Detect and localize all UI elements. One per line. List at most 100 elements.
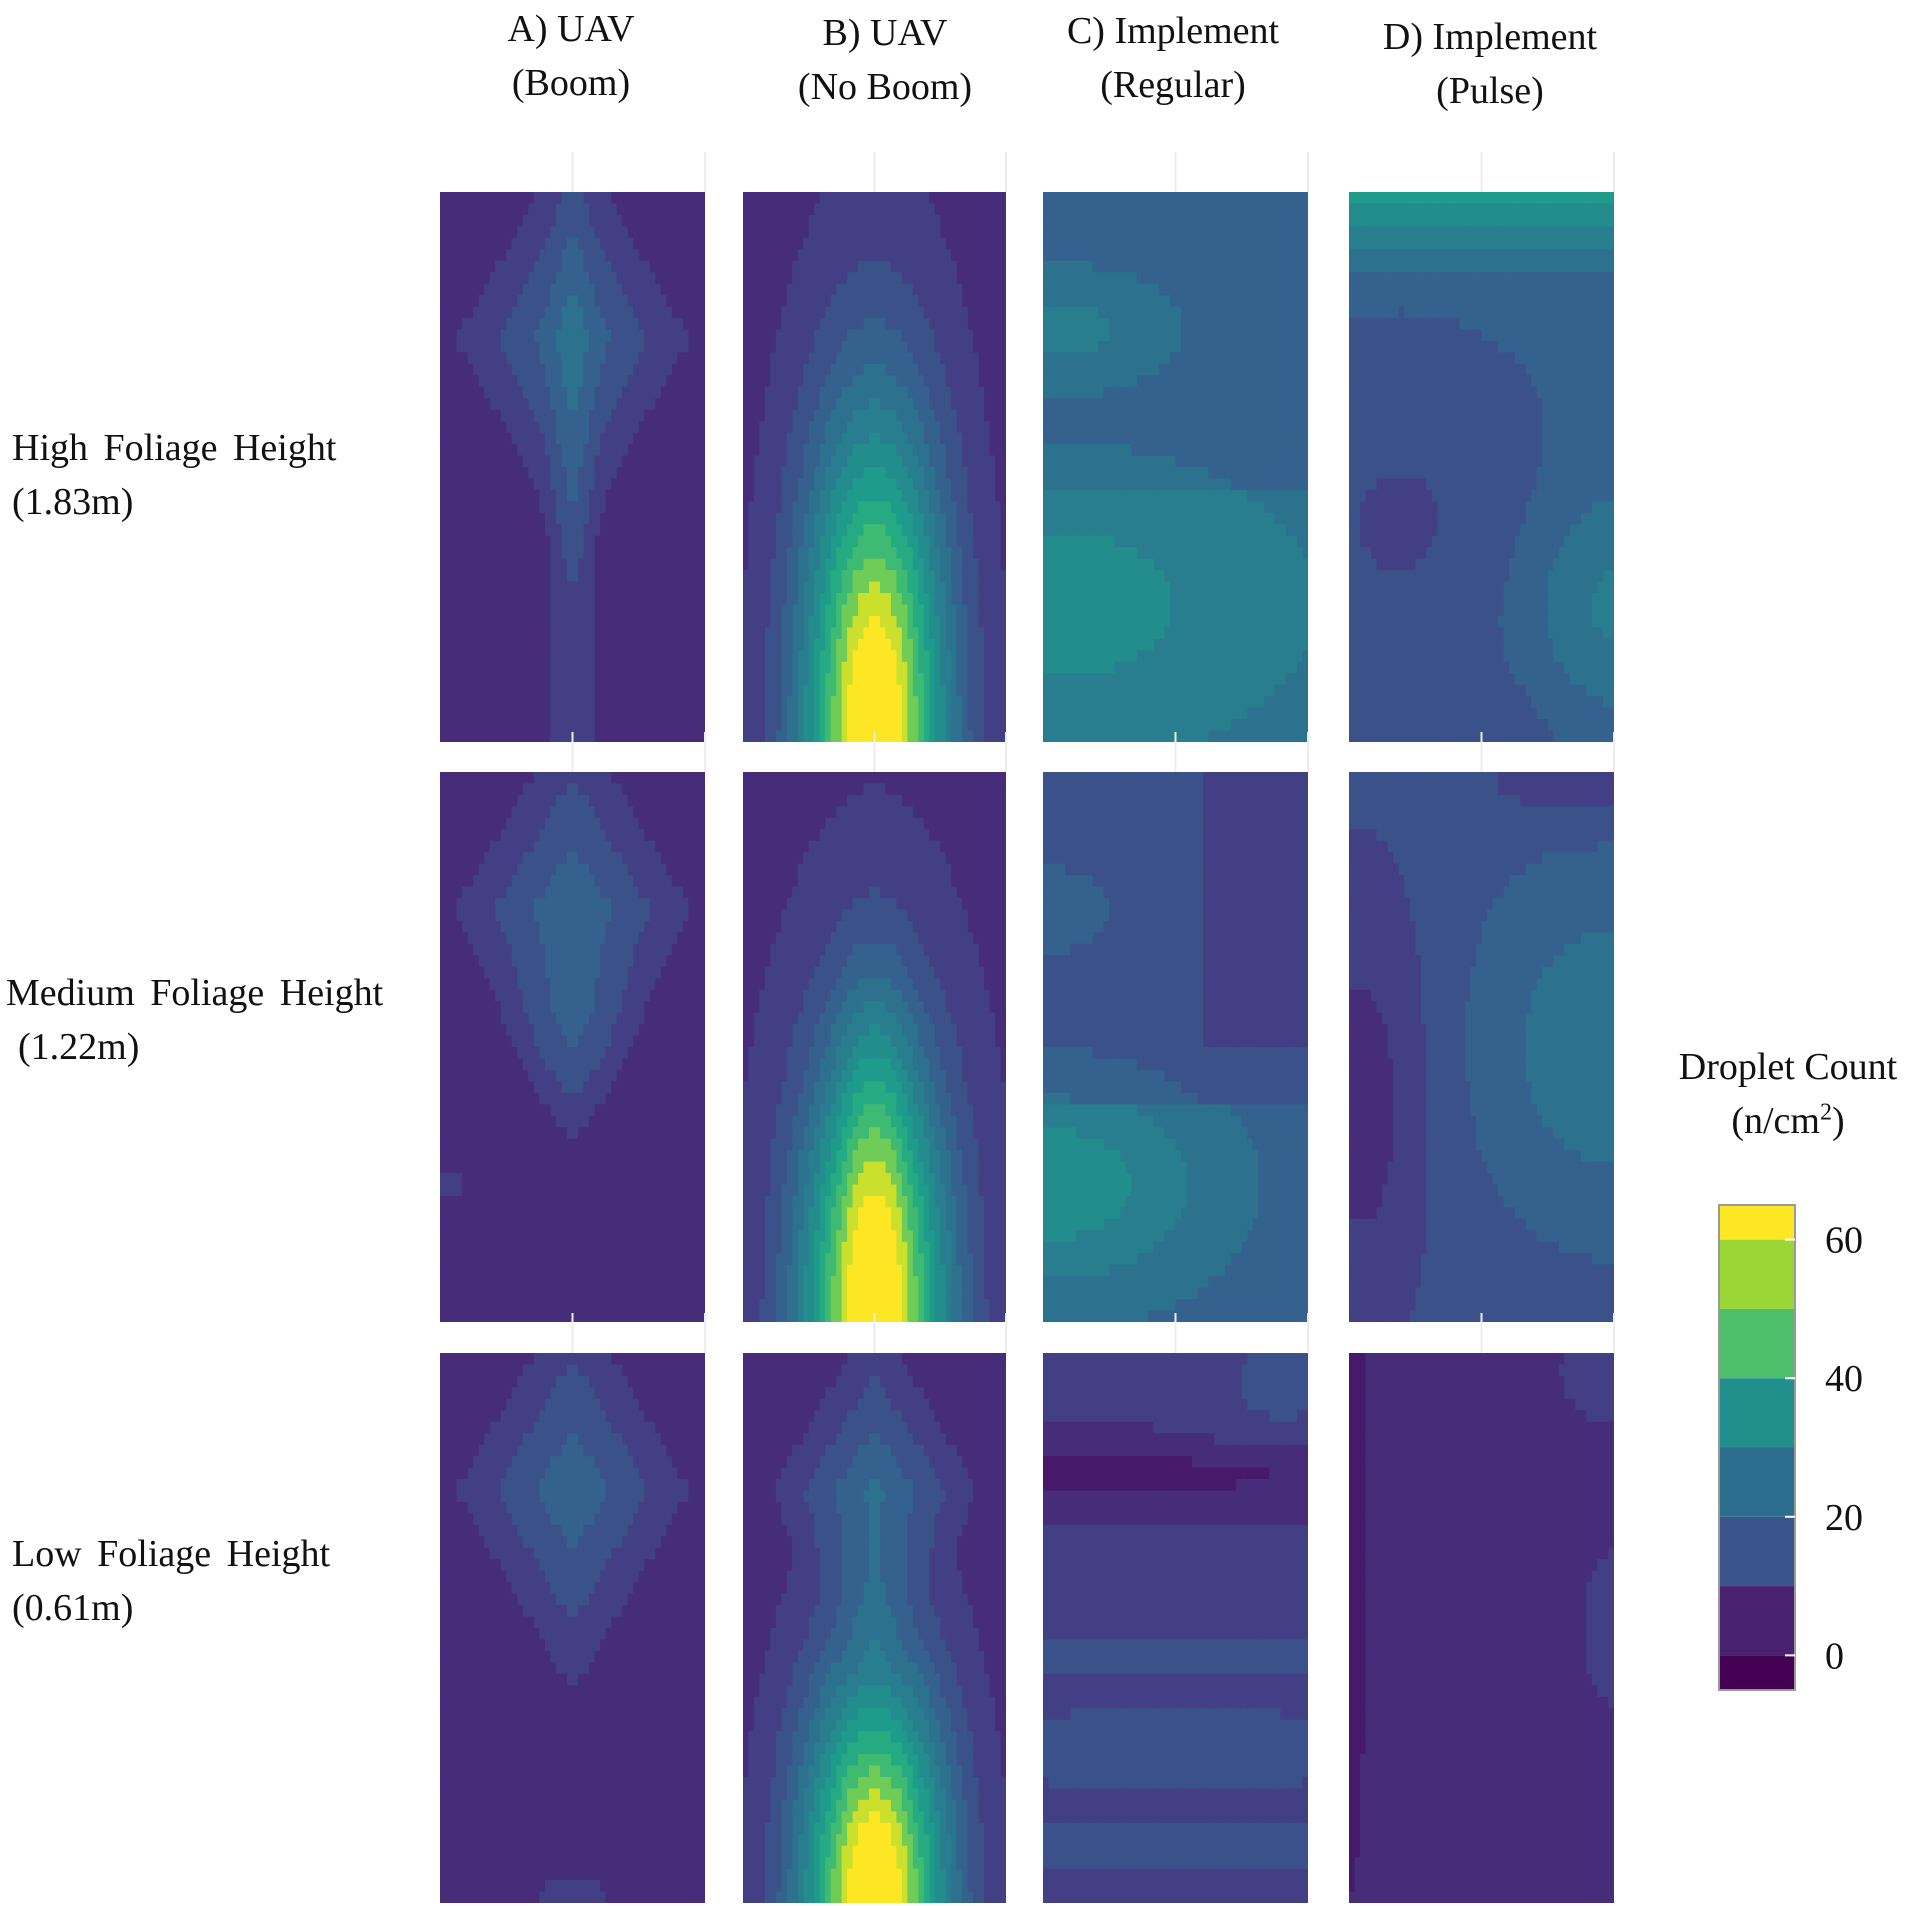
panel-r1-c2-cell [918,214,925,227]
panel-r1-c1-cell [506,375,513,388]
panel-r1-c1-cell [517,237,524,250]
panel-r1-c1-cell [456,489,463,502]
panel-r1-c1-cell [506,730,513,742]
panel-r1-c1-cell [572,386,579,399]
row-label-high-line2: (1.83m) [12,475,336,529]
panel-r1-c1-cell [644,386,651,399]
panel-r1-c1-cell [506,604,513,617]
panel-r1-c1-cell [622,524,629,537]
panel-r1-c2-cell [874,421,881,434]
panel-r1-c1-cell [578,432,585,445]
panel-r1-c2-cell [1000,226,1006,239]
panel-r1-c1-cell [611,192,618,205]
panel-r1-c2-cell [830,512,837,525]
panel-r1-c1-cell [671,593,678,606]
panel-r1-c3-cell [1065,260,1072,273]
panel-r1-c1-cell [539,283,546,296]
panel-r1-c2-cell [825,696,832,709]
panel-r1-c3-cell [1048,398,1055,411]
panel-r1-c1-cell [611,489,618,502]
panel-r1-c1-cell [682,409,690,422]
panel-r1-c1-cell [566,730,574,742]
panel-r1-c2-cell [956,512,963,525]
panel-r1-c2-cell [923,615,930,629]
panel-r1-c1-cell [511,535,518,548]
panel-r1-c2-cell [934,696,941,709]
panel-r1-c2-cell [863,272,870,285]
panel-r1-c2-cell [923,478,930,491]
column-header-d-line2: (Pulse) [1325,64,1655,118]
panel-r1-c3-cell [1065,684,1072,697]
panel-r1-c1-cell [473,467,480,480]
panel-r1-c1-cell [589,581,596,594]
panel-r1-c2-cell [951,604,958,617]
panel-r1-c2-cell [819,707,826,720]
panel-r1-c1-cell [462,375,469,388]
panel-r1-c1-cell [589,295,596,308]
panel-r1-c1-cell [506,684,513,697]
panel-r1-c1-cell [533,627,540,640]
panel-r1-c2-cell [841,593,848,606]
panel-r1-c2-cell [907,707,914,720]
panel-r1-c3-cell [1081,237,1088,250]
panel-r1-c2-cell [836,627,843,640]
panel-r1-c1-cell [445,432,452,445]
panel-r1-c2-cell [847,203,854,216]
panel-r1-c1-cell [600,570,607,583]
panel-r1-c2-cell [775,501,782,514]
panel-r1-c2-cell [775,581,782,594]
panel-r1-c1-cell [451,707,458,720]
panel-r1-c1-cell [555,684,563,697]
panel-r1-c2-cell [912,352,919,365]
panel-r1-c2-cell [786,478,793,491]
panel-r1-c1-cell [539,398,546,411]
panel-r1-c1-cell [533,570,540,583]
panel-r1-c1-cell [451,489,458,502]
panel-r1-c2-cell [847,684,854,697]
panel-r1-c2-cell [759,398,766,411]
panel-r1-c1-cell [544,581,552,594]
panel-r1-c1-cell [533,661,540,674]
panel-r1-c2-cell [759,615,766,629]
panel-r1-c1-cell [600,547,607,560]
panel-r1-c1-cell [589,730,596,742]
panel-r1-c2-cell [951,547,958,560]
panel-r1-c1-cell [528,375,535,388]
panel-r1-c1-cell [528,386,535,399]
panel-r1-c1-cell [445,489,452,502]
panel-r1-c1-cell [578,638,585,651]
panel-r1-c2-cell [912,638,919,651]
panel-r1-c2-cell [885,638,892,651]
panel-r1-c2-cell [869,707,876,720]
panel-r1-c1-cell [583,226,590,239]
panel-r1-c1-cell [693,306,701,319]
panel-r1-c1-cell [671,237,678,250]
panel-r1-c1-cell [638,283,645,296]
panel-r1-c1-cell [616,684,623,697]
panel-r1-c2-cell [825,226,832,239]
panel-r1-c1-cell [699,192,705,205]
panel-r1-c1-cell [583,306,590,319]
panel-r1-c1-cell [462,719,469,732]
panel-r1-c2-cell [748,535,755,548]
panel-r1-c2-cell [770,283,777,296]
panel-r1-c2-cell [973,581,980,594]
panel-r1-c2-cell [879,283,887,296]
panel-r1-c2-cell [956,352,963,365]
panel-r1-c2-cell [923,535,930,548]
panel-r1-c2-cell [951,386,958,399]
panel-r1-c2-cell [830,295,837,308]
panel-r1-c2-cell [879,329,887,342]
panel-r1-c1-cell [682,581,690,594]
panel-r1-c2-cell [879,467,887,480]
panel-r1-c1-cell [462,409,469,422]
panel-r1-c1-cell [550,696,557,709]
panel-r1-c1-cell [627,661,634,674]
panel-r1-c1-cell [638,249,645,262]
panel-r1-c2-cell [841,203,848,216]
panel-r1-c1-cell [467,593,474,606]
panel-r1-c1-cell [451,203,458,216]
panel-r1-c1-cell [578,696,585,709]
panel-r1-c2-cell [962,455,969,468]
panel-r1-c1-cell [589,398,596,411]
